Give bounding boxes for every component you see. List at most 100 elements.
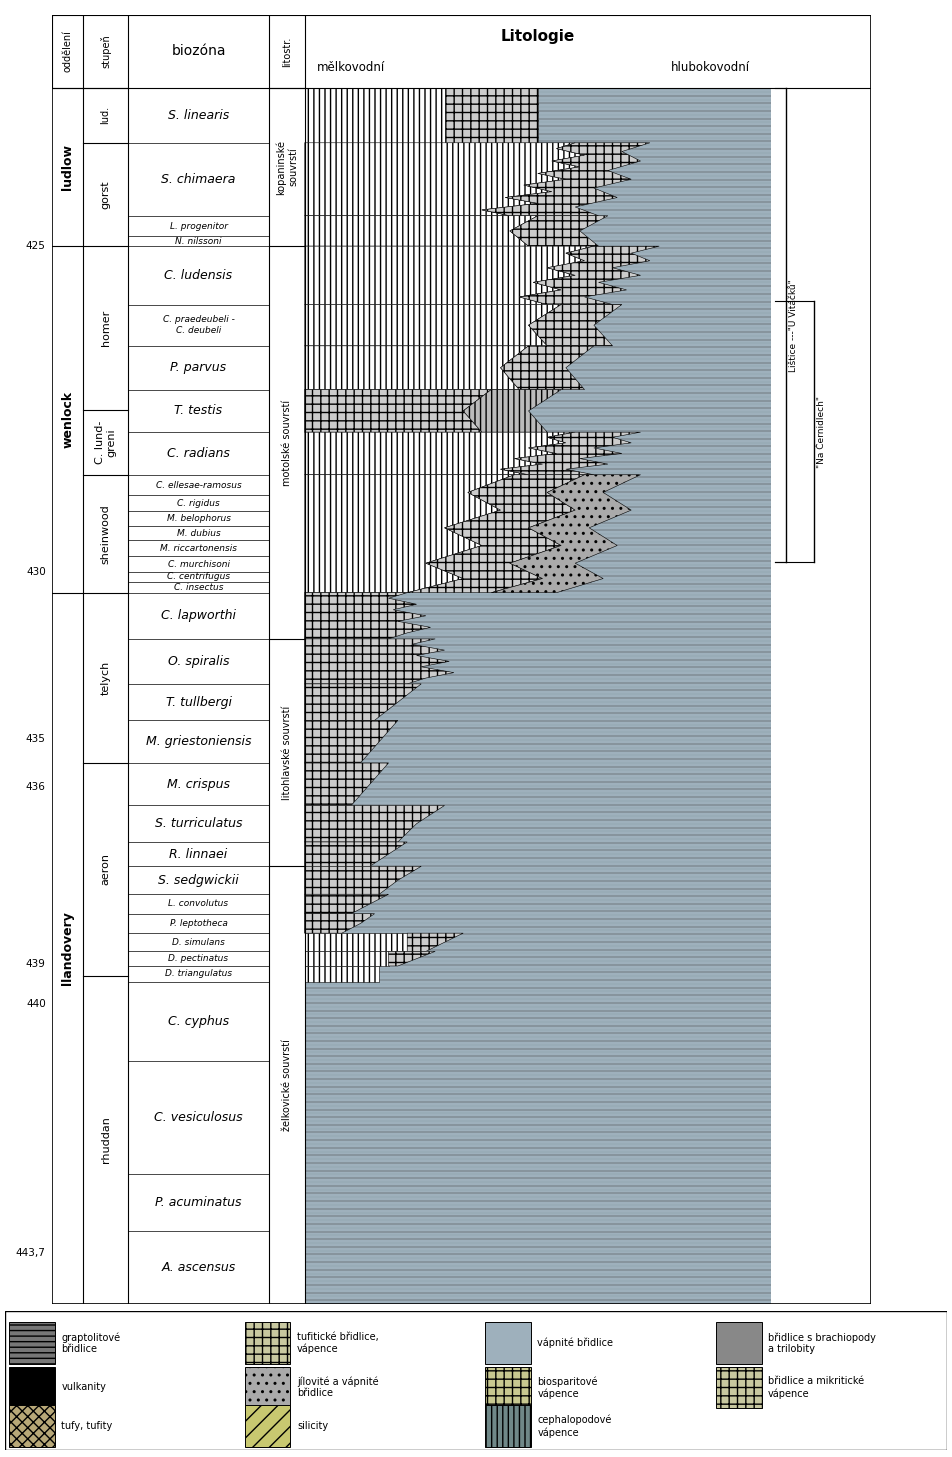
Text: M. riccartonensis: M. riccartonensis <box>160 543 237 552</box>
Bar <box>486 1406 530 1447</box>
Polygon shape <box>510 216 608 246</box>
Polygon shape <box>305 951 388 966</box>
Polygon shape <box>305 683 421 720</box>
Text: C. lapworthi: C. lapworthi <box>161 609 236 622</box>
Text: motolské souvrstí: motolské souvrstí <box>282 399 292 485</box>
Text: Litologie: Litologie <box>501 29 575 44</box>
Polygon shape <box>305 763 388 806</box>
Text: Lištice ---"U Vitáčků": Lištice ---"U Vitáčků" <box>789 278 798 372</box>
Text: litohlavské souvrstí: litohlavské souvrstí <box>282 705 292 800</box>
Text: llandovery: llandovery <box>62 912 74 985</box>
Text: L. progenitor: L. progenitor <box>169 221 228 230</box>
Polygon shape <box>305 216 538 246</box>
Text: silicity: silicity <box>297 1421 328 1431</box>
Text: S. sedgwickii: S. sedgwickii <box>158 874 239 887</box>
Text: vápnité břidlice: vápnité břidlice <box>537 1338 613 1348</box>
Polygon shape <box>305 914 374 932</box>
Polygon shape <box>305 720 398 763</box>
Text: P. acuminatus: P. acuminatus <box>155 1196 242 1209</box>
Text: břidlice s brachiopody
a trilobity: břidlice s brachiopody a trilobity <box>768 1332 876 1354</box>
Text: vulkanity: vulkanity <box>61 1383 107 1393</box>
Text: S. turriculatus: S. turriculatus <box>155 817 242 830</box>
Polygon shape <box>305 966 379 982</box>
Text: A. ascensus: A. ascensus <box>162 1262 236 1273</box>
Text: tufitické břidlice,
vápence: tufitické břidlice, vápence <box>297 1332 379 1354</box>
Text: D. simulans: D. simulans <box>172 938 225 947</box>
Text: M. griestoniensis: M. griestoniensis <box>146 736 251 747</box>
Text: N. nilssoni: N. nilssoni <box>175 237 222 246</box>
Polygon shape <box>407 475 585 593</box>
Text: tufy, tufity: tufy, tufity <box>61 1421 112 1431</box>
Polygon shape <box>305 932 407 951</box>
Text: 435: 435 <box>26 734 46 743</box>
Polygon shape <box>305 87 445 143</box>
Text: S. linearis: S. linearis <box>168 109 229 122</box>
Polygon shape <box>519 246 659 305</box>
Text: C. ludensis: C. ludensis <box>165 270 232 281</box>
Bar <box>245 1367 290 1407</box>
Bar <box>305 87 771 1304</box>
Polygon shape <box>305 433 575 475</box>
Polygon shape <box>305 305 561 345</box>
Text: C. vesiculosus: C. vesiculosus <box>154 1110 243 1123</box>
Text: telych: telych <box>101 660 110 695</box>
Text: wenlock: wenlock <box>62 390 74 447</box>
Polygon shape <box>528 305 622 345</box>
Text: mělkovodní: mělkovodní <box>317 61 386 74</box>
Text: 439: 439 <box>26 959 46 969</box>
Text: litostr.: litostr. <box>282 36 292 67</box>
Text: C. lund-
greni: C. lund- greni <box>95 421 116 465</box>
Text: P. leptotheca: P. leptotheca <box>169 919 228 928</box>
Text: aeron: aeron <box>101 854 110 886</box>
Bar <box>716 1323 762 1364</box>
Text: M. belophorus: M. belophorus <box>167 514 230 523</box>
Polygon shape <box>305 246 594 305</box>
Text: C. praedeubeli -
C. deubeli: C. praedeubeli - C. deubeli <box>163 316 234 335</box>
Text: lud.: lud. <box>101 106 110 124</box>
Text: jílovité a vápnité
břidlice: jílovité a vápnité břidlice <box>297 1377 379 1399</box>
Polygon shape <box>305 475 514 593</box>
Bar <box>486 1367 530 1407</box>
Bar <box>10 1367 54 1407</box>
Text: sheinwood: sheinwood <box>101 504 110 564</box>
Text: 443,7: 443,7 <box>16 1249 46 1257</box>
Text: M. crispus: M. crispus <box>167 778 230 791</box>
Text: C. radians: C. radians <box>167 447 230 460</box>
Bar <box>245 1323 290 1364</box>
Text: L. convolutus: L. convolutus <box>169 899 228 909</box>
Text: 436: 436 <box>26 782 46 793</box>
Bar <box>10 1323 54 1364</box>
Polygon shape <box>305 867 421 895</box>
Text: C. cyphus: C. cyphus <box>168 1016 229 1027</box>
Polygon shape <box>482 143 650 216</box>
Text: T. tullbergi: T. tullbergi <box>166 695 231 708</box>
Text: stupeň: stupeň <box>100 35 111 68</box>
Polygon shape <box>445 87 538 143</box>
Polygon shape <box>305 345 528 389</box>
Text: cephalopodové
vápence: cephalopodové vápence <box>537 1415 611 1438</box>
Polygon shape <box>305 389 491 433</box>
Polygon shape <box>501 433 641 475</box>
Bar <box>10 1406 54 1447</box>
Text: C. centrifugus: C. centrifugus <box>167 573 230 581</box>
Polygon shape <box>464 389 561 433</box>
Text: biosparitové
vápence: biosparitové vápence <box>537 1375 598 1399</box>
Text: 425: 425 <box>26 242 46 251</box>
Text: graptolitové
břidlice: graptolitové břidlice <box>61 1332 121 1354</box>
Text: ludlow: ludlow <box>62 144 74 189</box>
Text: kopaninské
souvrstí: kopaninské souvrstí <box>276 140 298 195</box>
Polygon shape <box>407 932 464 951</box>
Text: rhuddan: rhuddan <box>101 1116 110 1163</box>
Text: "Na Černidlech": "Na Černidlech" <box>817 395 826 468</box>
Text: C. insectus: C. insectus <box>174 583 224 592</box>
Text: T. testis: T. testis <box>174 405 223 417</box>
Text: C. murchisoni: C. murchisoni <box>168 559 229 568</box>
Text: P. parvus: P. parvus <box>170 361 227 374</box>
Text: D. pectinatus: D. pectinatus <box>169 954 228 963</box>
Polygon shape <box>305 593 430 638</box>
Text: břidlice a mikritické
vápence: břidlice a mikritické vápence <box>768 1377 864 1399</box>
Bar <box>245 1406 290 1447</box>
Text: želkovické souvrstí: želkovické souvrstí <box>282 1039 292 1131</box>
Text: C. rigidus: C. rigidus <box>177 498 220 508</box>
Text: M. dubius: M. dubius <box>177 529 220 538</box>
